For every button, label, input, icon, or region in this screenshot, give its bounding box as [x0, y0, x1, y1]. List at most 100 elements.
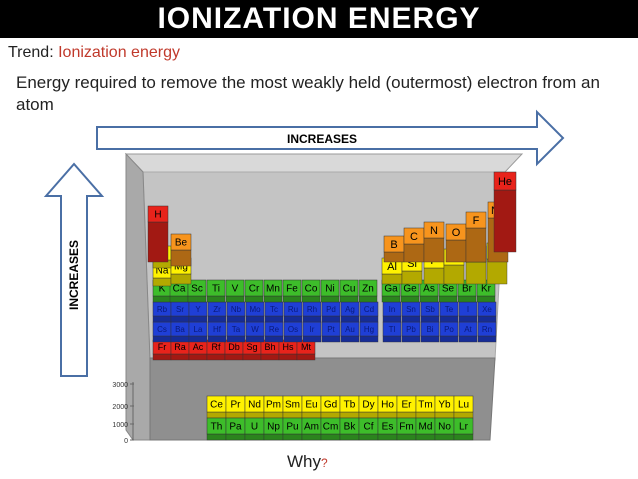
- element-cell-front: [152, 335, 172, 343]
- element-cell-tb: Tb: [339, 395, 360, 419]
- element-cell-rh: Rh: [302, 301, 322, 323]
- element-symbol: Tb: [344, 400, 356, 411]
- slide-title: IONIZATION ENERGY: [0, 0, 638, 38]
- element-cell-mo: Mo: [245, 301, 265, 323]
- element-cell-front: [396, 433, 417, 441]
- element-symbol: Re: [269, 325, 280, 334]
- element-cell-front: [340, 315, 360, 323]
- element-symbol: Zn: [362, 284, 374, 295]
- element-cell-front: [377, 411, 398, 419]
- element-symbol: Ni: [325, 284, 334, 295]
- element-symbol: Mt: [301, 342, 311, 352]
- element-symbol: Gd: [324, 400, 337, 411]
- element-cell-front: [458, 315, 478, 323]
- element-symbol: O: [452, 227, 461, 239]
- element-symbol: Hf: [213, 325, 222, 334]
- element-cell-front: [283, 335, 303, 343]
- element-cell-hs: Hs: [278, 339, 298, 361]
- element-cell-pm: Pm: [263, 395, 284, 419]
- element-cell-ni: Ni: [320, 279, 340, 303]
- element-symbol: Mn: [266, 284, 280, 295]
- element-cell-zr: Zr: [207, 301, 227, 323]
- element-cell-lu: Lu: [453, 395, 474, 419]
- element-cell-rn: Rn: [477, 321, 497, 343]
- element-cell-top: [423, 221, 445, 239]
- element-cell-cd: Cd: [359, 301, 379, 323]
- vertical-arrow: [43, 162, 105, 377]
- element-cell-top: [465, 211, 487, 229]
- element-cell-n: N: [423, 221, 445, 263]
- element-cell-front: [439, 335, 459, 343]
- element-cell-f: F: [465, 211, 487, 263]
- element-symbol: Fr: [158, 342, 167, 352]
- element-cell-front: [245, 315, 265, 323]
- horizontal-arrow-label: INCREASES: [287, 132, 357, 146]
- element-cell-md: Md: [415, 417, 436, 441]
- element-cell-zn: Zn: [358, 279, 378, 303]
- element-cell-pt: Pt: [321, 321, 341, 343]
- element-symbol: Np: [267, 422, 280, 433]
- element-cell-front: [264, 335, 284, 343]
- element-symbol: K: [159, 284, 166, 295]
- element-cell-front: [453, 433, 474, 441]
- element-cell-front: [225, 433, 246, 441]
- element-symbol: Ba: [175, 325, 185, 334]
- element-cell-tl: Tl: [382, 321, 402, 343]
- element-symbol: Rn: [482, 325, 492, 334]
- element-cell-front: [434, 411, 455, 419]
- element-cell-front: [301, 411, 322, 419]
- element-cell-front: [170, 249, 192, 267]
- element-symbol: Th: [211, 422, 223, 433]
- element-cell-top: [493, 171, 517, 191]
- element-cell-pb: Pb: [401, 321, 421, 343]
- y-axis-ticks: 3000 2000 1000 0: [112, 382, 134, 445]
- element-cell-front: [445, 239, 467, 263]
- element-symbol: Al: [387, 261, 397, 273]
- element-cell-hf: Hf: [207, 321, 227, 343]
- element-cell-front: [419, 295, 439, 303]
- element-cell-front: [359, 335, 379, 343]
- element-symbol: Tm: [418, 400, 432, 411]
- element-cell-front: [401, 335, 421, 343]
- element-cell-sg: Sg: [242, 339, 262, 361]
- element-cell-front: [244, 433, 265, 441]
- vertical-arrow-label: INCREASES: [67, 240, 81, 310]
- element-cell-front: [302, 335, 322, 343]
- element-cell-front: [225, 411, 246, 419]
- element-symbol: Cm: [323, 422, 339, 433]
- element-cell-xe: Xe: [477, 301, 497, 323]
- element-cell-front: [302, 315, 322, 323]
- element-cell-y: Y: [188, 301, 208, 323]
- element-cell-front: [169, 295, 189, 303]
- element-cell-top: [301, 279, 321, 297]
- element-cell-front: [296, 353, 316, 361]
- element-cell-front: [382, 315, 402, 323]
- element-cell-top: [187, 279, 207, 297]
- element-cell-front: [207, 315, 227, 323]
- element-symbol: Ce: [210, 400, 223, 411]
- element-cell-in: In: [382, 301, 402, 323]
- element-symbol: Zr: [213, 305, 221, 314]
- element-symbol: He: [498, 176, 512, 188]
- element-cell-front: [170, 353, 190, 361]
- element-cell-front: [476, 295, 496, 303]
- element-symbol: Bh: [264, 342, 275, 352]
- element-symbol: Sn: [406, 305, 416, 314]
- element-symbol: F: [473, 215, 480, 227]
- element-cell-front: [206, 433, 227, 441]
- element-cell-front: [263, 411, 284, 419]
- element-cell-au: Au: [340, 321, 360, 343]
- element-cell-front: [206, 295, 226, 303]
- element-cell-front: [465, 261, 487, 285]
- element-cell-cs: Cs: [152, 321, 172, 343]
- chart-back-wall: [124, 153, 524, 173]
- trend-label: Trend:: [8, 44, 54, 61]
- element-symbol: Ac: [193, 342, 204, 352]
- element-cell-front: [457, 295, 477, 303]
- element-symbol: Be: [175, 238, 188, 249]
- element-cell-sm: Sm: [282, 395, 303, 419]
- element-symbol: La: [194, 325, 203, 334]
- element-cell-tc: Tc: [264, 301, 284, 323]
- element-cell-la: La: [188, 321, 208, 343]
- element-symbol: Na: [156, 266, 169, 277]
